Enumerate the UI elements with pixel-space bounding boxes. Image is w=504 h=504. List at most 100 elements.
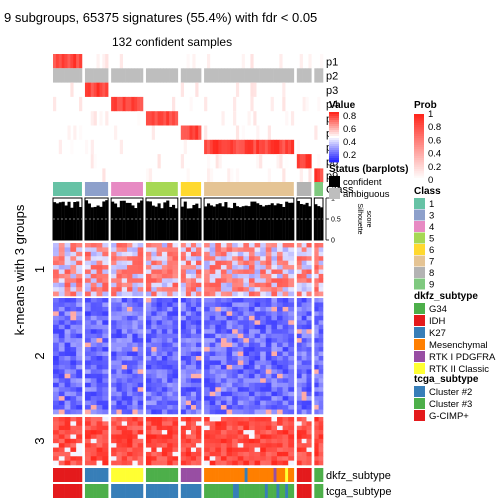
heatmap-cell xyxy=(288,269,295,275)
heatmap-cell xyxy=(237,396,244,401)
heatmap-cell xyxy=(90,260,97,266)
prob-cell xyxy=(55,68,60,83)
heatmap-cell xyxy=(306,456,312,461)
prob-cell xyxy=(154,68,158,83)
heatmap-cell xyxy=(111,320,117,326)
heatmap-cell xyxy=(151,251,157,257)
heatmap-cell xyxy=(90,456,97,461)
heatmap-cell xyxy=(172,417,179,422)
heatmap-cell xyxy=(111,329,117,334)
heatmap-cell xyxy=(215,364,222,370)
prob-cell xyxy=(192,68,196,83)
heatmap-cell xyxy=(260,298,267,303)
prob-cell xyxy=(250,96,254,112)
heatmap-cell xyxy=(58,360,65,366)
heatmap-cell xyxy=(180,425,187,431)
prob-cell xyxy=(204,96,208,112)
prob-cell xyxy=(273,68,277,83)
heatmap-cell xyxy=(180,269,187,275)
heatmap-cell xyxy=(260,387,267,392)
prob-cell xyxy=(250,82,254,97)
prob-cell xyxy=(53,68,57,83)
heatmap-cell xyxy=(237,347,244,352)
heatmap-cell xyxy=(190,456,197,461)
heatmap-cell xyxy=(237,329,244,334)
heatmap-cell xyxy=(277,451,283,457)
heatmap-cell xyxy=(314,443,319,448)
heatmap-cell xyxy=(196,447,202,453)
heatmap-cell xyxy=(271,405,278,410)
heatmap-cell xyxy=(190,373,197,379)
heatmap-cell xyxy=(204,243,210,248)
tcga-legend-label: Cluster #2 xyxy=(429,387,472,398)
heatmap-cell xyxy=(254,456,261,461)
heatmap-cell xyxy=(161,306,168,312)
heatmap-cell xyxy=(301,347,307,352)
heatmap-cell xyxy=(282,265,289,270)
heatmap-cell xyxy=(204,447,210,453)
heatmap-cell xyxy=(145,260,152,266)
heatmap-cell xyxy=(167,351,173,357)
heatmap-cell xyxy=(314,269,319,275)
heatmap-cell xyxy=(137,315,144,321)
heatmap-cell xyxy=(53,306,60,312)
silhouette-bar xyxy=(122,200,126,240)
heatmap-cell xyxy=(161,438,168,444)
heatmap-cell xyxy=(127,438,133,444)
class-legend-title: Class xyxy=(414,186,441,197)
heatmap-cell xyxy=(127,298,133,303)
heatmap-cell xyxy=(215,251,222,257)
heatmap-cell xyxy=(226,320,233,326)
heatmap-cell xyxy=(161,338,168,343)
heatmap-cell xyxy=(243,315,250,321)
silhouette-bar xyxy=(105,200,109,240)
heatmap-cell xyxy=(167,247,173,253)
heatmap-cell xyxy=(161,421,168,427)
heatmap-cell xyxy=(121,256,128,261)
heatmap-cell xyxy=(190,443,197,448)
heatmap-cell xyxy=(172,460,179,466)
prob-cell xyxy=(296,68,301,83)
heatmap-cell xyxy=(111,251,117,257)
heatmap-cell xyxy=(58,400,65,406)
heatmap-cell xyxy=(226,282,233,288)
heatmap-cell xyxy=(116,447,123,453)
heatmap-cell xyxy=(204,278,210,284)
heatmap-cell xyxy=(215,434,222,440)
heatmap-cell xyxy=(204,351,210,357)
heatmap-cell xyxy=(306,400,312,406)
heatmap-cell xyxy=(132,320,138,326)
silhouette-bar xyxy=(166,200,170,240)
heatmap-cell xyxy=(121,329,128,334)
heatmap-cell xyxy=(265,400,272,406)
heatmap-cell xyxy=(282,438,289,444)
heatmap-cell xyxy=(237,298,244,303)
dkfz-cell xyxy=(256,468,260,482)
heatmap-cell xyxy=(271,282,278,288)
heatmap-cell xyxy=(137,256,144,261)
heatmap-cell xyxy=(70,430,77,435)
heatmap-cell xyxy=(58,438,65,444)
heatmap-cell xyxy=(243,430,250,435)
silhouette-bar xyxy=(296,201,300,240)
heatmap-cell xyxy=(314,287,319,292)
heatmap-cell xyxy=(151,333,157,339)
heatmap-cell xyxy=(237,356,244,361)
heatmap-cell xyxy=(180,364,187,370)
heatmap-cell xyxy=(282,364,289,370)
heatmap-cell xyxy=(204,373,210,379)
heatmap-cell xyxy=(76,351,83,357)
heatmap-cell xyxy=(137,430,144,435)
heatmap-cell xyxy=(121,443,128,448)
heatmap-cell xyxy=(76,291,83,297)
heatmap-cell xyxy=(70,391,77,397)
heatmap-cell xyxy=(70,378,77,384)
heatmap-cell xyxy=(220,298,227,303)
heatmap-cell xyxy=(96,400,103,406)
class-legend-label: 1 xyxy=(429,199,434,210)
heatmap-cell xyxy=(180,460,187,466)
heatmap-cell xyxy=(116,260,123,266)
value-gradient-step xyxy=(329,128,339,131)
heatmap-cell xyxy=(314,387,319,392)
prob-cell xyxy=(145,68,150,83)
